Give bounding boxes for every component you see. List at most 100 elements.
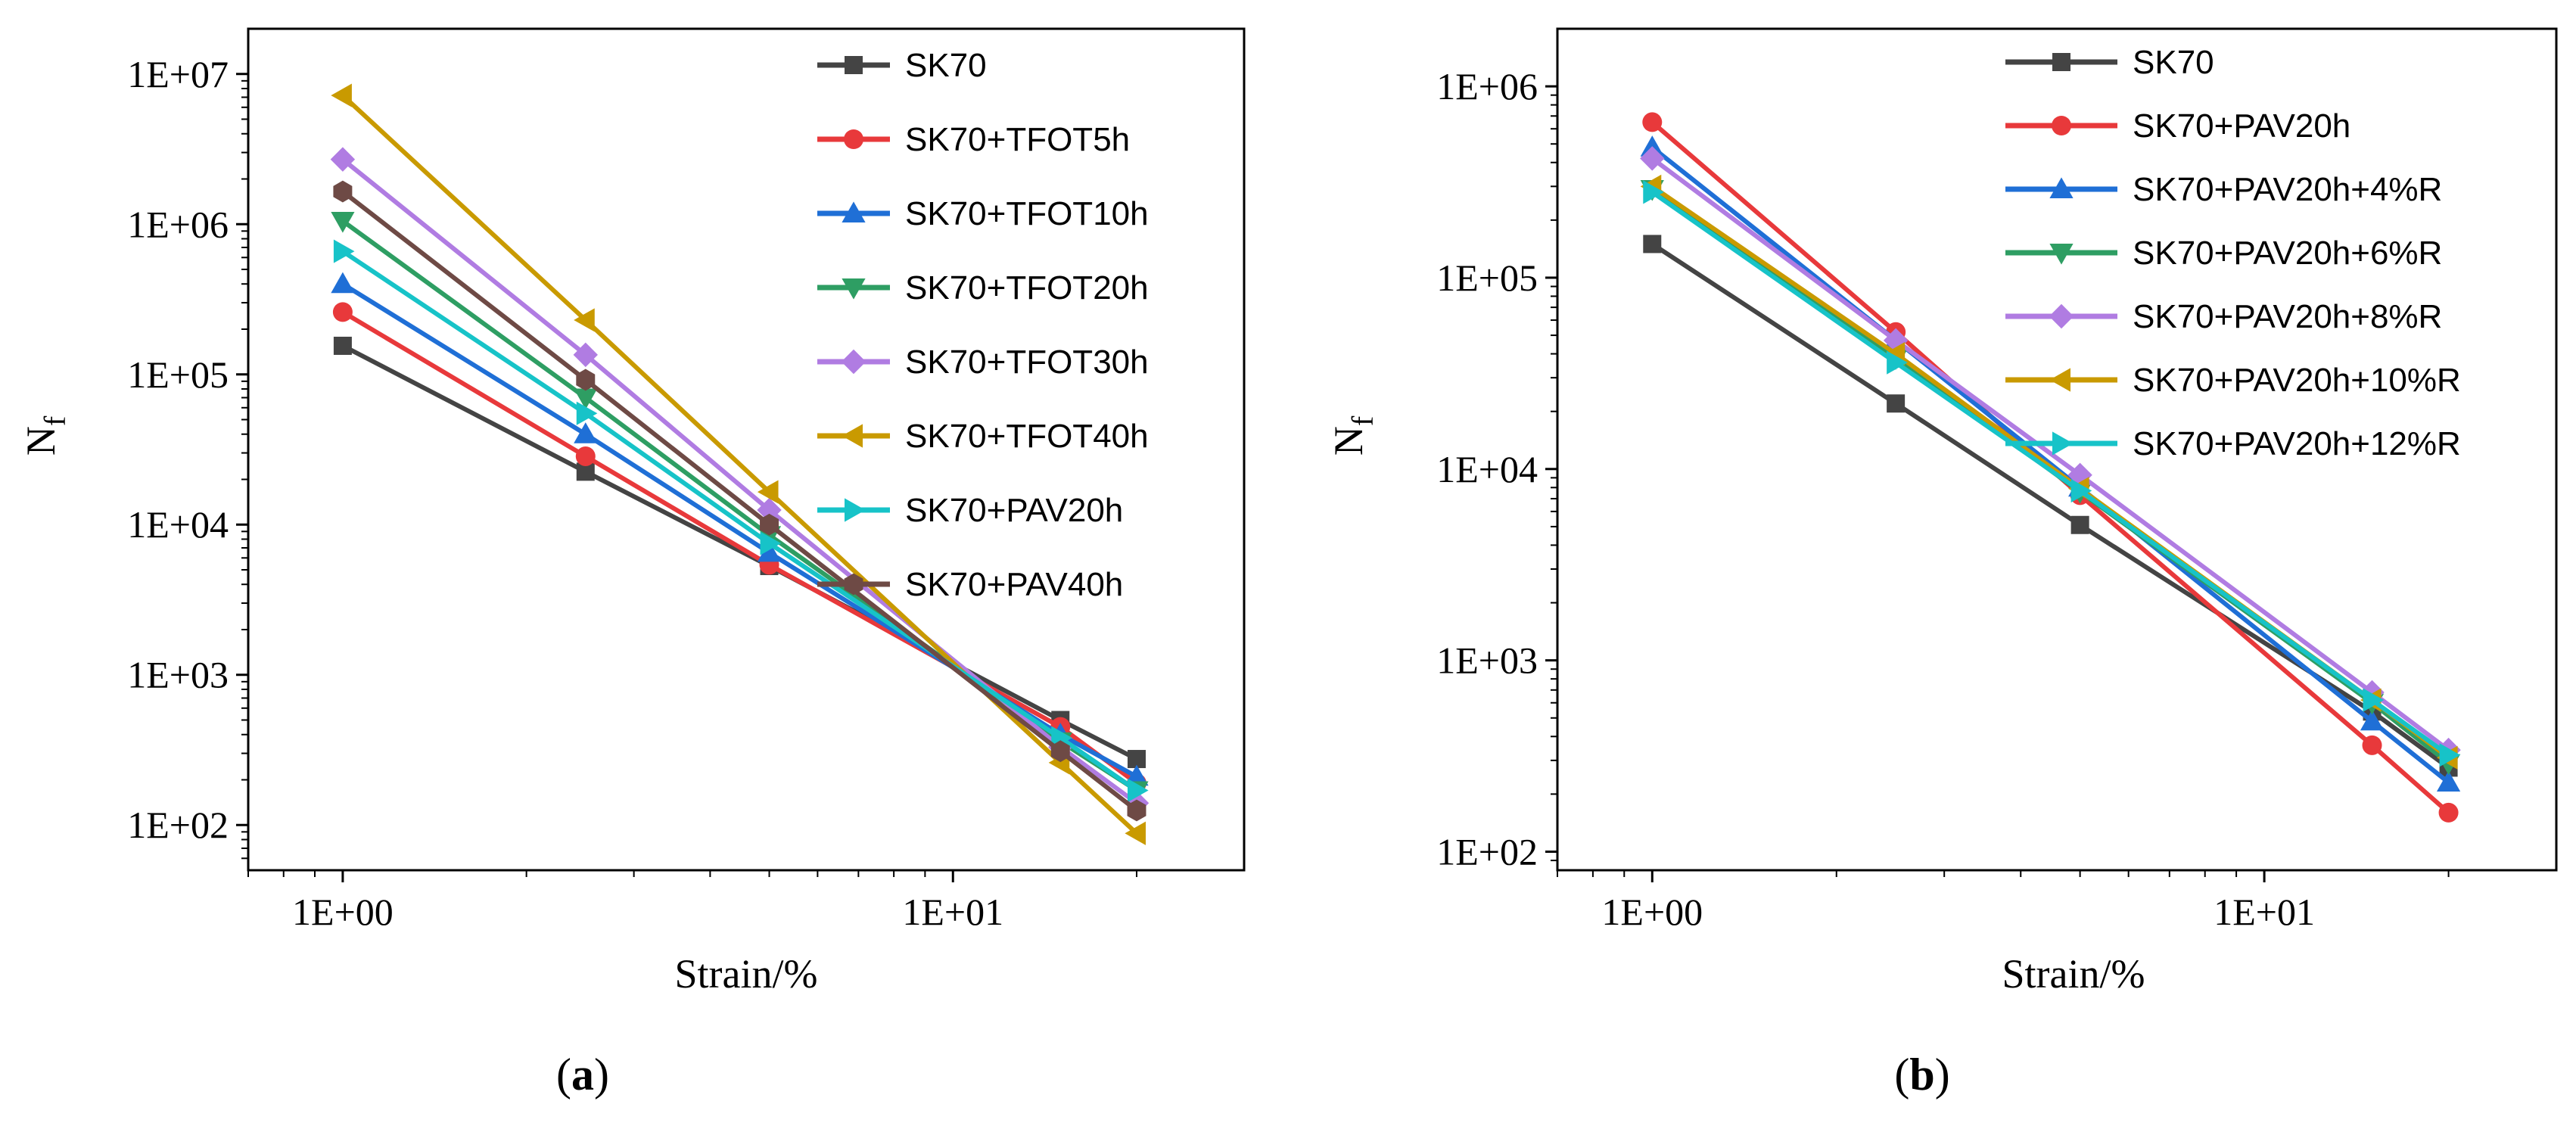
- plot-frame: [247, 27, 1246, 872]
- y-tick-label: 1E+04: [1436, 448, 1538, 490]
- legend-marker: [841, 349, 866, 375]
- data-point: [2070, 515, 2089, 534]
- data-point: [757, 497, 782, 523]
- legend-marker: [2052, 53, 2070, 71]
- legend-marker: [2049, 177, 2074, 198]
- y-tick-label: 1E+03: [1436, 639, 1538, 682]
- legend-marker: [844, 573, 863, 596]
- data-point: [573, 342, 598, 368]
- panel-label: (a): [556, 1050, 609, 1100]
- data-point: [760, 531, 782, 555]
- legend-marker: [845, 498, 866, 522]
- series-line: [341, 344, 1138, 761]
- chart-panel-b: 1E+02 1E+03 1E+04 1E+05 1E+06 1E+00 1E+01 Strai…: [1326, 27, 2558, 1100]
- data-point: [2360, 709, 2385, 731]
- data-point: [331, 83, 352, 107]
- data-point: [760, 513, 779, 536]
- data-point: [1887, 350, 1908, 375]
- legend-label: SK70+TFOT5h: [905, 121, 1130, 158]
- legend-label: SK70: [905, 47, 987, 84]
- legend-label: SK70+PAV20h+8%R: [2133, 298, 2442, 335]
- data-point: [2070, 478, 2092, 503]
- legend-marker: [842, 201, 866, 222]
- y-tick-label: 1E+02: [1436, 830, 1538, 872]
- legend-label: SK70: [2133, 44, 2214, 81]
- y-tick-label: 1E+07: [127, 53, 229, 95]
- data-point: [576, 401, 598, 425]
- y-tick-label: 1E+05: [1436, 257, 1538, 299]
- x-tick-label: 1E+00: [1601, 891, 1703, 933]
- y-tick-label: 1E+04: [127, 503, 229, 546]
- data-point: [1643, 235, 1662, 254]
- data-point: [757, 540, 782, 562]
- legend-label: SK70+TFOT30h: [905, 344, 1149, 381]
- series-line: [1650, 190, 2450, 757]
- legend: SK70 SK70+TFOT5h SK70+TFOT10h SK70+TFOT20h S…: [817, 47, 1149, 603]
- legend-marker: [2049, 303, 2074, 329]
- data-point: [1640, 146, 1665, 171]
- legend-label: SK70+PAV20h: [2133, 107, 2350, 145]
- legend-marker: [2049, 368, 2070, 392]
- legend-marker: [844, 129, 863, 149]
- panel-label: (b): [1894, 1050, 1949, 1100]
- data-point: [2436, 770, 2461, 792]
- data-point: [2363, 688, 2385, 712]
- panel-label-open-paren: (: [1894, 1050, 1909, 1100]
- chart-panel-a: 1E+02 1E+03 1E+04 1E+05 1E+06 1E+07 1E+00 1E+01…: [18, 27, 1246, 1100]
- data-point: [331, 272, 355, 294]
- legend-marker: [842, 278, 866, 300]
- legend: SK70 SK70+PAV20h SK70+PAV20h+4%R SK70+PAV20…: [2005, 44, 2461, 462]
- x-axis-title: Strain/%: [2002, 951, 2145, 997]
- panel-label-close-paren: ): [1935, 1050, 1950, 1100]
- panel-label-letter: a: [571, 1050, 594, 1100]
- y-axis-title-subscript: f: [38, 415, 72, 426]
- data-point: [574, 422, 598, 443]
- legend-label: SK70+TFOT10h: [905, 195, 1149, 232]
- data-point: [330, 147, 356, 172]
- legend-marker: [2052, 116, 2071, 135]
- data-point: [1640, 135, 1664, 157]
- data-point: [757, 480, 779, 504]
- data-point: [1642, 112, 1663, 132]
- x-tick-label: 1E+01: [2214, 891, 2315, 933]
- data-point: [575, 446, 596, 466]
- legend-label: SK70+PAV20h+4%R: [2133, 171, 2442, 208]
- data-point: [333, 180, 353, 203]
- legend-marker: [2052, 431, 2074, 456]
- panel-label-letter: b: [1909, 1050, 1934, 1100]
- y-axis-title-subscript: f: [1346, 415, 1380, 426]
- plot-frame: [1556, 27, 2558, 872]
- y-axis-title-main: N: [18, 426, 64, 456]
- y-tick-label: 1E+06: [1436, 65, 1538, 107]
- legend-label: SK70+TFOT20h: [905, 269, 1149, 306]
- y-axis-title-main: N: [1326, 426, 1371, 456]
- legend-marker: [845, 56, 863, 74]
- data-point: [332, 302, 353, 322]
- legend-marker: [842, 424, 863, 448]
- data-point: [2439, 743, 2461, 767]
- y-tick-label: 1E+03: [127, 654, 229, 696]
- data-point: [574, 388, 598, 410]
- legend-marker: [2049, 244, 2074, 265]
- panel-label-close-paren: ): [594, 1050, 609, 1100]
- legend-label: SK70+PAV20h: [905, 492, 1123, 529]
- data-point: [1643, 180, 1664, 204]
- legend-label: SK70+PAV20h+10%R: [2133, 362, 2461, 399]
- y-axis-title: Nf: [1326, 415, 1380, 456]
- data-point: [574, 308, 595, 332]
- data-point: [331, 212, 355, 233]
- data-point: [576, 369, 596, 391]
- legend-label: SK70+PAV20h+6%R: [2133, 235, 2442, 272]
- data-point: [1887, 394, 1906, 413]
- y-tick-label: 1E+05: [127, 353, 229, 396]
- y-tick-label: 1E+06: [127, 203, 229, 245]
- x-axis-title: Strain/%: [675, 951, 818, 997]
- data-point: [333, 336, 352, 355]
- y-tick-label: 1E+02: [127, 804, 229, 846]
- data-point: [1125, 821, 1146, 845]
- legend-label: SK70+PAV40h: [905, 566, 1123, 603]
- data-point: [1050, 740, 1070, 763]
- y-axis-title: Nf: [18, 415, 72, 456]
- data-point: [2362, 735, 2382, 755]
